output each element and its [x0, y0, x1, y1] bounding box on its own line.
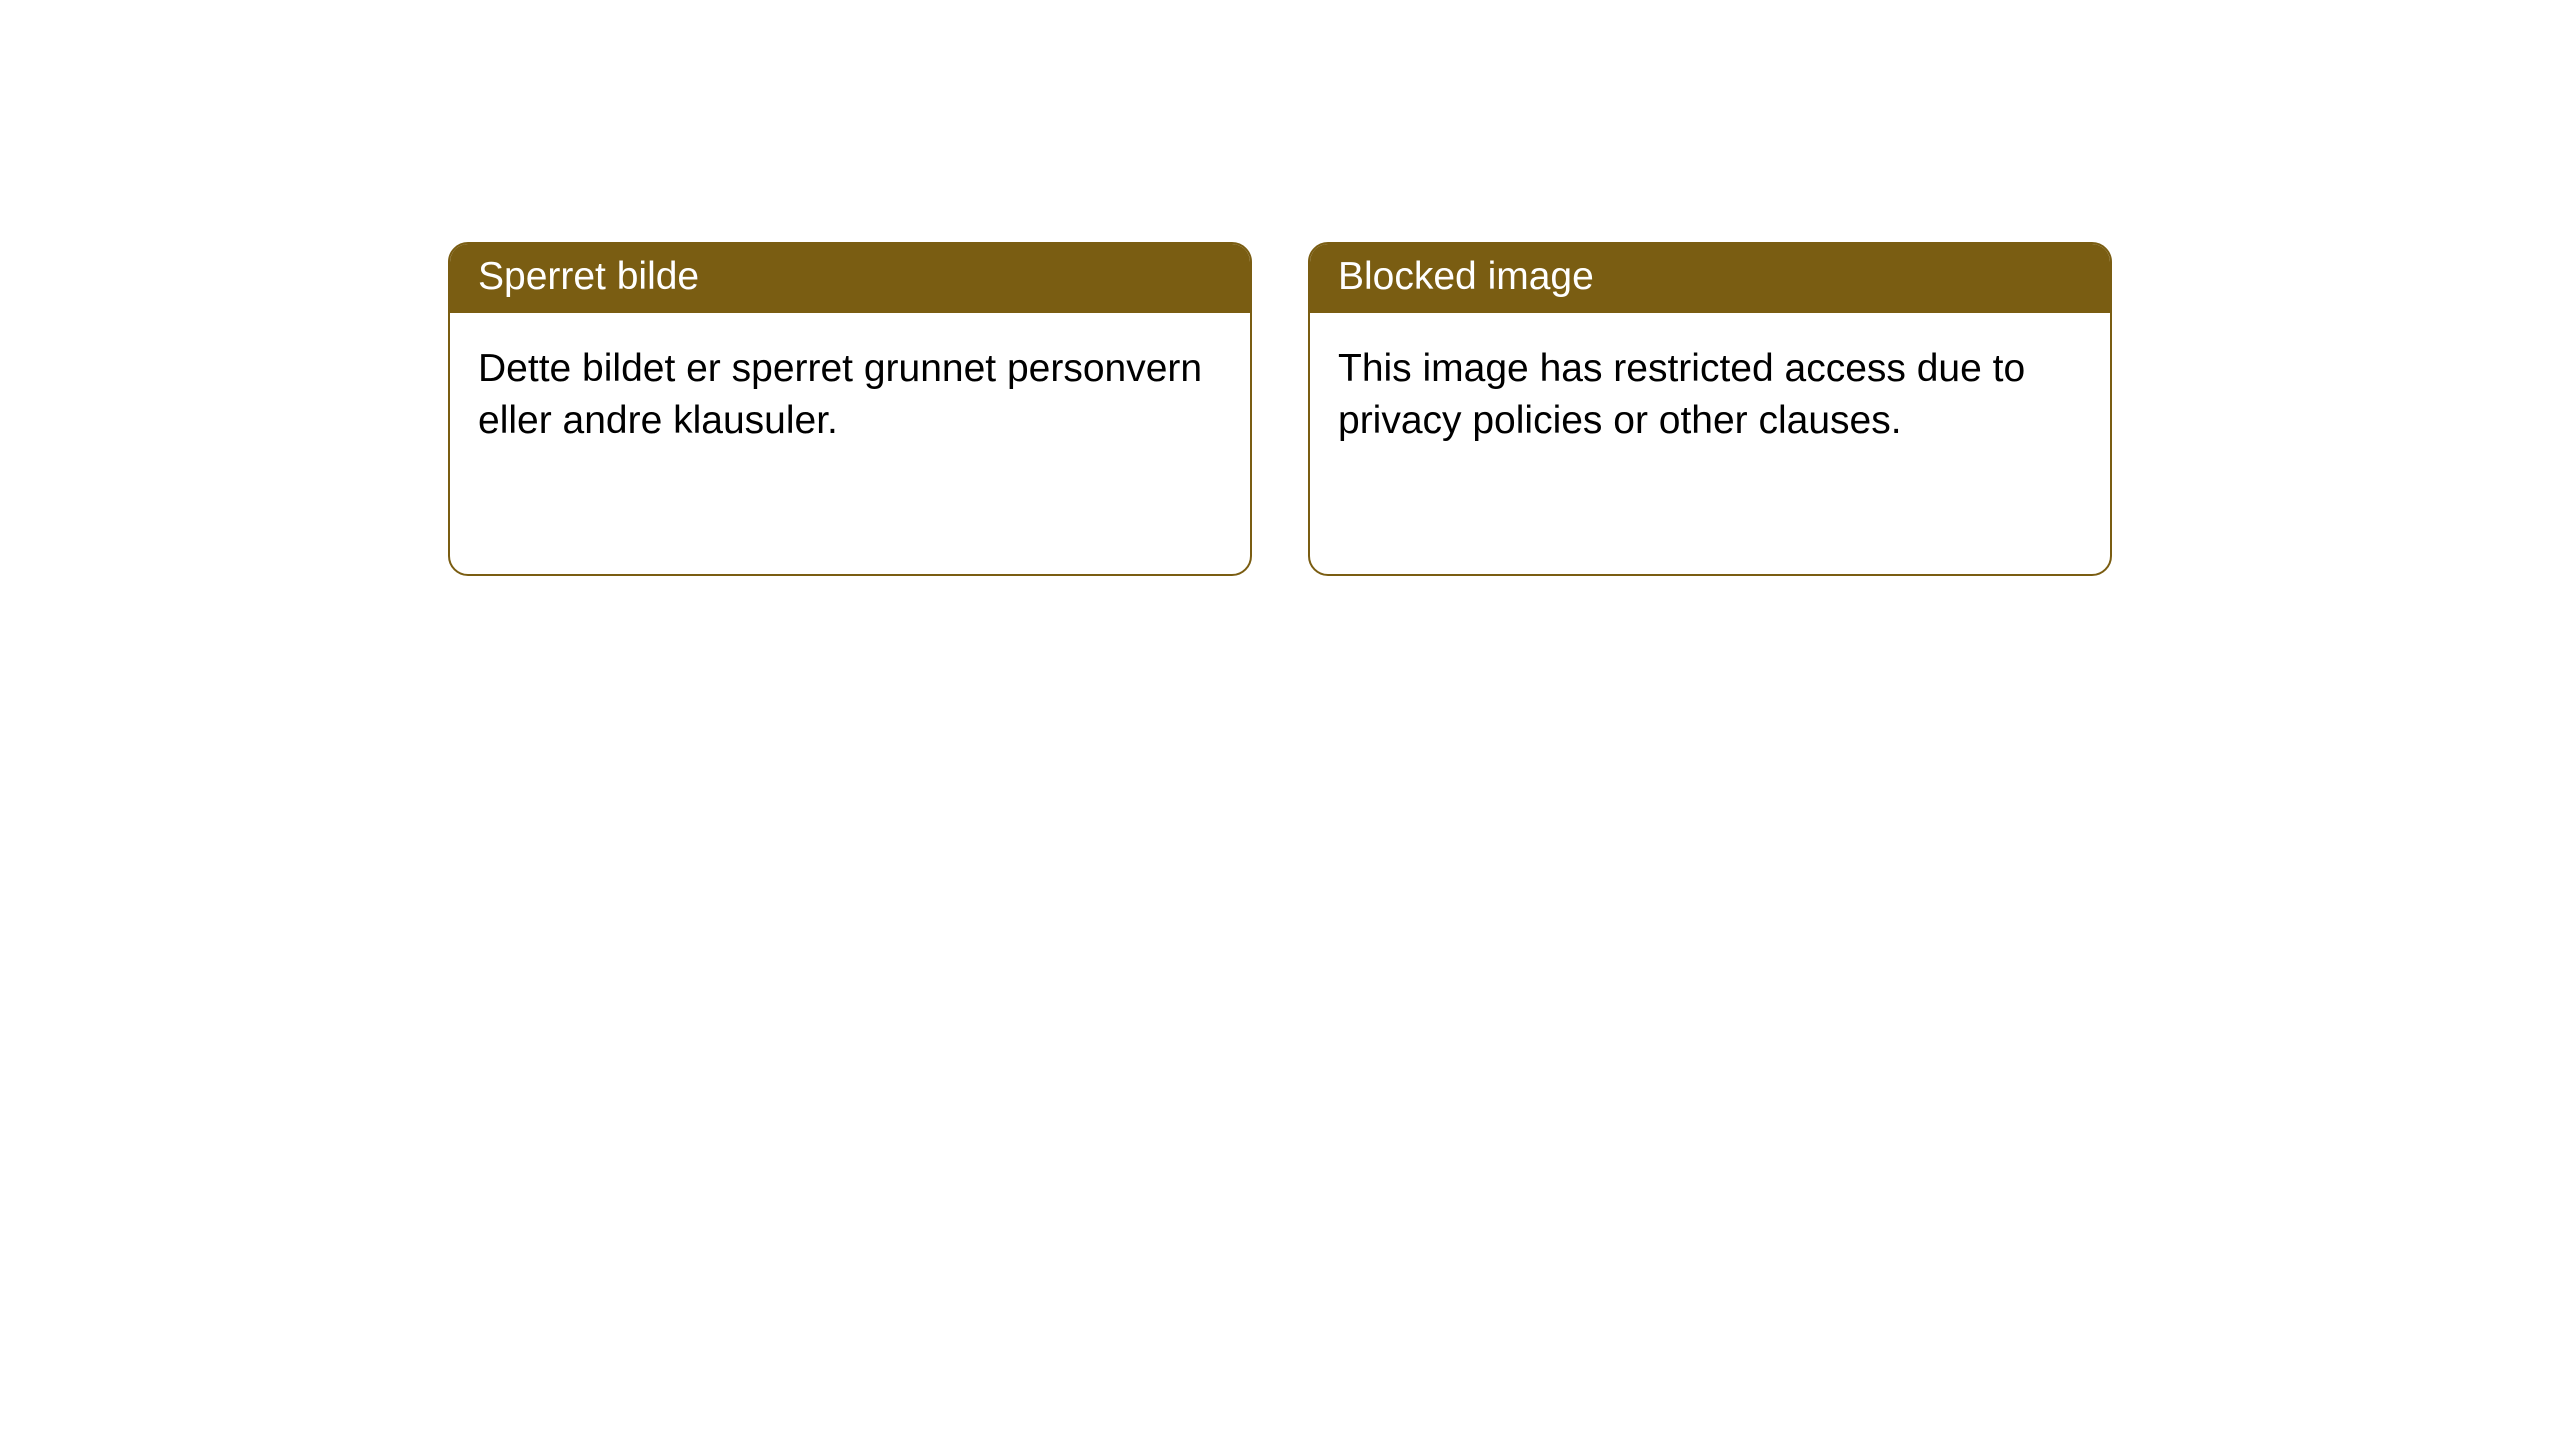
card-header: Blocked image [1310, 244, 2110, 313]
notice-card-norwegian: Sperret bilde Dette bildet er sperret gr… [448, 242, 1252, 576]
card-header: Sperret bilde [450, 244, 1250, 313]
card-body: Dette bildet er sperret grunnet personve… [450, 313, 1250, 477]
card-message: This image has restricted access due to … [1338, 347, 2025, 442]
card-body: This image has restricted access due to … [1310, 313, 2110, 477]
notice-cards-container: Sperret bilde Dette bildet er sperret gr… [0, 0, 2560, 576]
card-title: Blocked image [1338, 255, 1594, 298]
notice-card-english: Blocked image This image has restricted … [1308, 242, 2112, 576]
card-message: Dette bildet er sperret grunnet personve… [478, 347, 1202, 442]
card-title: Sperret bilde [478, 255, 699, 298]
